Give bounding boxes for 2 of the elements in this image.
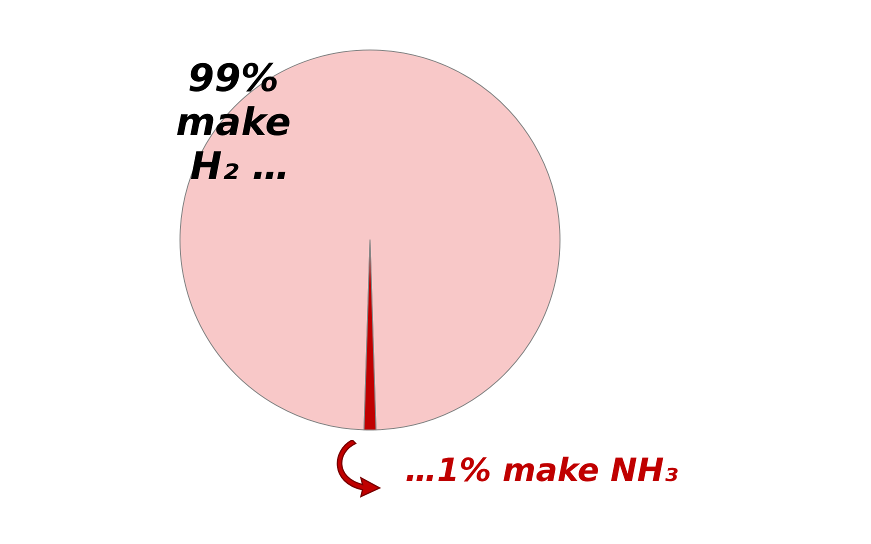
legend-label: …1% make NH₃ [405, 451, 678, 489]
slice-label: 99% make H₂ … [176, 56, 304, 188]
